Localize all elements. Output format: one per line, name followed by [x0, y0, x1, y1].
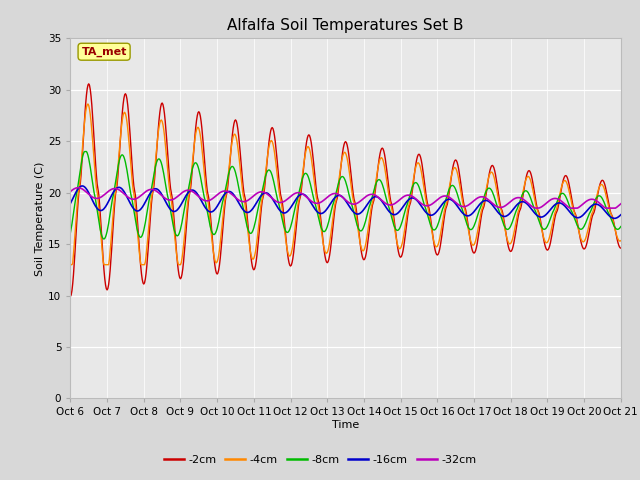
- Text: TA_met: TA_met: [81, 47, 127, 57]
- X-axis label: Time: Time: [332, 420, 359, 430]
- Y-axis label: Soil Temperature (C): Soil Temperature (C): [35, 161, 45, 276]
- Title: Alfalfa Soil Temperatures Set B: Alfalfa Soil Temperatures Set B: [227, 18, 464, 33]
- Legend: -2cm, -4cm, -8cm, -16cm, -32cm: -2cm, -4cm, -8cm, -16cm, -32cm: [159, 451, 481, 469]
